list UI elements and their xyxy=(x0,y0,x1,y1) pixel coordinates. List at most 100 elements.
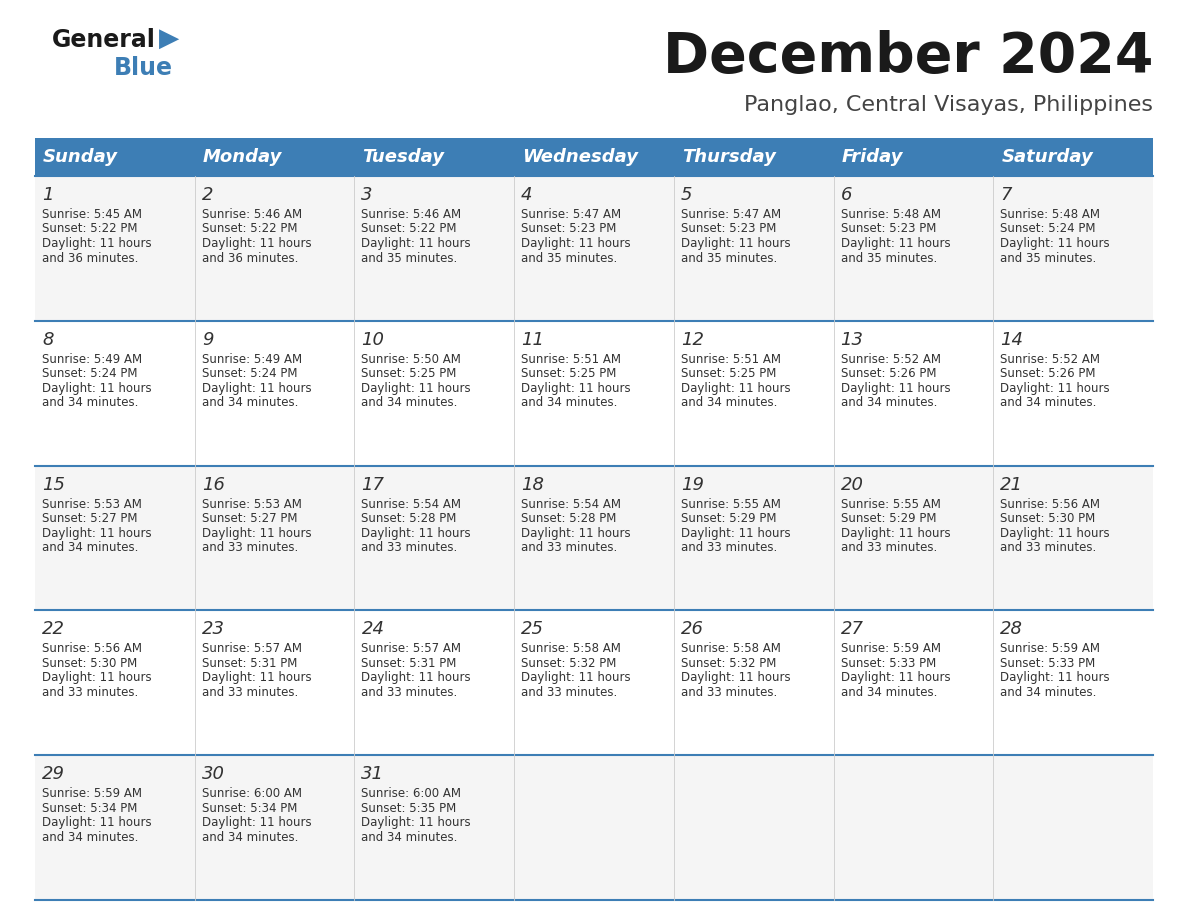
Text: Sunset: 5:23 PM: Sunset: 5:23 PM xyxy=(681,222,776,236)
Text: and 33 minutes.: and 33 minutes. xyxy=(202,686,298,699)
Bar xyxy=(34,610,1154,756)
Text: 12: 12 xyxy=(681,330,703,349)
Text: 1: 1 xyxy=(42,186,53,204)
Text: Sunrise: 5:56 AM: Sunrise: 5:56 AM xyxy=(1000,498,1100,510)
Text: Sunrise: 5:51 AM: Sunrise: 5:51 AM xyxy=(522,353,621,365)
Text: 20: 20 xyxy=(841,476,864,494)
Text: Sunset: 5:34 PM: Sunset: 5:34 PM xyxy=(202,801,297,814)
Text: Daylight: 11 hours: Daylight: 11 hours xyxy=(202,527,311,540)
Text: Sunset: 5:26 PM: Sunset: 5:26 PM xyxy=(1000,367,1095,380)
Text: December 2024: December 2024 xyxy=(663,30,1154,84)
Text: 9: 9 xyxy=(202,330,213,349)
Text: Sunset: 5:33 PM: Sunset: 5:33 PM xyxy=(1000,657,1095,670)
Text: 25: 25 xyxy=(522,621,544,638)
Text: Daylight: 11 hours: Daylight: 11 hours xyxy=(361,527,472,540)
Text: 27: 27 xyxy=(841,621,864,638)
Text: Daylight: 11 hours: Daylight: 11 hours xyxy=(202,671,311,685)
Text: 18: 18 xyxy=(522,476,544,494)
Text: Sunrise: 5:53 AM: Sunrise: 5:53 AM xyxy=(42,498,141,510)
Bar xyxy=(34,465,1154,610)
Text: and 34 minutes.: and 34 minutes. xyxy=(681,397,777,409)
Text: Sunset: 5:28 PM: Sunset: 5:28 PM xyxy=(361,512,457,525)
Text: and 33 minutes.: and 33 minutes. xyxy=(681,541,777,554)
Text: and 36 minutes.: and 36 minutes. xyxy=(202,252,298,264)
Text: Sunrise: 5:57 AM: Sunrise: 5:57 AM xyxy=(202,643,302,655)
Text: Daylight: 11 hours: Daylight: 11 hours xyxy=(42,237,152,250)
Text: Sunrise: 5:51 AM: Sunrise: 5:51 AM xyxy=(681,353,781,365)
Text: Daylight: 11 hours: Daylight: 11 hours xyxy=(522,237,631,250)
Text: Sunrise: 5:59 AM: Sunrise: 5:59 AM xyxy=(841,643,941,655)
Text: and 34 minutes.: and 34 minutes. xyxy=(202,831,298,844)
Text: Sunset: 5:25 PM: Sunset: 5:25 PM xyxy=(522,367,617,380)
Bar xyxy=(34,176,1154,320)
Text: Daylight: 11 hours: Daylight: 11 hours xyxy=(522,671,631,685)
Text: Sunrise: 5:58 AM: Sunrise: 5:58 AM xyxy=(681,643,781,655)
Text: and 34 minutes.: and 34 minutes. xyxy=(42,397,138,409)
Text: Sunrise: 5:46 AM: Sunrise: 5:46 AM xyxy=(361,208,462,221)
Text: Sunset: 5:25 PM: Sunset: 5:25 PM xyxy=(361,367,457,380)
Text: Daylight: 11 hours: Daylight: 11 hours xyxy=(681,237,790,250)
Text: Sunset: 5:30 PM: Sunset: 5:30 PM xyxy=(42,657,138,670)
Text: 3: 3 xyxy=(361,186,373,204)
Text: and 33 minutes.: and 33 minutes. xyxy=(1000,541,1097,554)
Text: Sunset: 5:34 PM: Sunset: 5:34 PM xyxy=(42,801,138,814)
Text: 2: 2 xyxy=(202,186,213,204)
Text: Panglao, Central Visayas, Philippines: Panglao, Central Visayas, Philippines xyxy=(744,95,1154,115)
Text: Tuesday: Tuesday xyxy=(362,148,444,166)
Text: Sunrise: 5:45 AM: Sunrise: 5:45 AM xyxy=(42,208,143,221)
Text: and 35 minutes.: and 35 minutes. xyxy=(841,252,937,264)
Text: Sunset: 5:24 PM: Sunset: 5:24 PM xyxy=(42,367,138,380)
Text: Sunrise: 5:53 AM: Sunrise: 5:53 AM xyxy=(202,498,302,510)
Text: 10: 10 xyxy=(361,330,385,349)
Text: Sunset: 5:31 PM: Sunset: 5:31 PM xyxy=(361,657,457,670)
Text: and 35 minutes.: and 35 minutes. xyxy=(1000,252,1097,264)
Text: and 35 minutes.: and 35 minutes. xyxy=(361,252,457,264)
Text: Blue: Blue xyxy=(114,56,173,80)
Text: Sunrise: 6:00 AM: Sunrise: 6:00 AM xyxy=(361,788,461,800)
Text: Sunset: 5:25 PM: Sunset: 5:25 PM xyxy=(681,367,776,380)
Text: Sunrise: 5:58 AM: Sunrise: 5:58 AM xyxy=(522,643,621,655)
Text: Daylight: 11 hours: Daylight: 11 hours xyxy=(681,527,790,540)
Text: Daylight: 11 hours: Daylight: 11 hours xyxy=(202,237,311,250)
Text: Daylight: 11 hours: Daylight: 11 hours xyxy=(1000,237,1110,250)
Text: Sunset: 5:30 PM: Sunset: 5:30 PM xyxy=(1000,512,1095,525)
Text: Daylight: 11 hours: Daylight: 11 hours xyxy=(1000,671,1110,685)
Text: Daylight: 11 hours: Daylight: 11 hours xyxy=(42,382,152,395)
Text: and 33 minutes.: and 33 minutes. xyxy=(361,541,457,554)
Bar xyxy=(514,138,674,176)
Text: and 33 minutes.: and 33 minutes. xyxy=(361,686,457,699)
Text: 23: 23 xyxy=(202,621,225,638)
Text: Daylight: 11 hours: Daylight: 11 hours xyxy=(841,527,950,540)
Text: and 34 minutes.: and 34 minutes. xyxy=(841,686,937,699)
Text: Sunset: 5:32 PM: Sunset: 5:32 PM xyxy=(681,657,776,670)
Text: Sunset: 5:35 PM: Sunset: 5:35 PM xyxy=(361,801,456,814)
Text: Daylight: 11 hours: Daylight: 11 hours xyxy=(202,382,311,395)
Text: Daylight: 11 hours: Daylight: 11 hours xyxy=(522,382,631,395)
Text: Sunset: 5:28 PM: Sunset: 5:28 PM xyxy=(522,512,617,525)
Bar xyxy=(34,756,1154,900)
Text: Thursday: Thursday xyxy=(682,148,776,166)
Bar xyxy=(993,138,1154,176)
Text: Sunrise: 5:50 AM: Sunrise: 5:50 AM xyxy=(361,353,461,365)
Text: and 34 minutes.: and 34 minutes. xyxy=(42,831,138,844)
Text: Daylight: 11 hours: Daylight: 11 hours xyxy=(361,382,472,395)
Text: Sunset: 5:22 PM: Sunset: 5:22 PM xyxy=(42,222,138,236)
Bar xyxy=(34,320,1154,465)
Text: Sunrise: 6:00 AM: Sunrise: 6:00 AM xyxy=(202,788,302,800)
Text: 28: 28 xyxy=(1000,621,1023,638)
Text: 8: 8 xyxy=(42,330,53,349)
Text: ▶: ▶ xyxy=(159,26,179,52)
Text: Sunset: 5:26 PM: Sunset: 5:26 PM xyxy=(841,367,936,380)
Text: 14: 14 xyxy=(1000,330,1023,349)
Text: Sunrise: 5:59 AM: Sunrise: 5:59 AM xyxy=(42,788,143,800)
Text: Sunset: 5:27 PM: Sunset: 5:27 PM xyxy=(202,512,297,525)
Text: 6: 6 xyxy=(841,186,852,204)
Text: Sunset: 5:22 PM: Sunset: 5:22 PM xyxy=(361,222,457,236)
Text: Sunrise: 5:49 AM: Sunrise: 5:49 AM xyxy=(202,353,302,365)
Text: Daylight: 11 hours: Daylight: 11 hours xyxy=(202,816,311,829)
Text: Daylight: 11 hours: Daylight: 11 hours xyxy=(681,382,790,395)
Text: 19: 19 xyxy=(681,476,703,494)
Bar xyxy=(354,138,514,176)
Text: 4: 4 xyxy=(522,186,532,204)
Text: and 36 minutes.: and 36 minutes. xyxy=(42,252,138,264)
